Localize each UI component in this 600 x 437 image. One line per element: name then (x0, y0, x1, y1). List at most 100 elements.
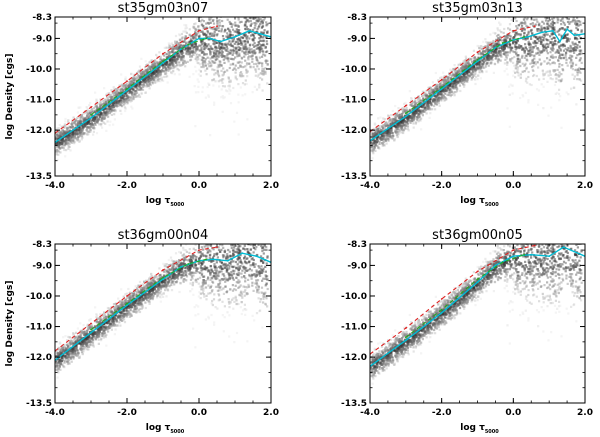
density-cell (531, 50, 534, 53)
density-cell (261, 36, 265, 39)
density-cell (236, 31, 239, 34)
density-cell (261, 31, 264, 34)
density-cell (546, 39, 549, 42)
density-cell (504, 51, 507, 54)
density-cell (266, 50, 269, 53)
density-cell (387, 138, 390, 142)
density-cell (393, 139, 396, 142)
density-cell (244, 44, 247, 47)
density-cell (262, 10, 264, 12)
plot-frame (54, 16, 272, 177)
density-cell (232, 51, 235, 55)
density-cell (195, 33, 198, 36)
density-cell (136, 87, 139, 90)
density-cell (475, 61, 478, 65)
density-cell (510, 48, 513, 52)
density-cell (218, 45, 221, 48)
density-cell (262, 43, 265, 46)
data-point-green-dashed (126, 88, 128, 90)
density-cell (237, 25, 240, 28)
density-cell (93, 127, 96, 130)
density-cell (551, 0, 553, 2)
density-cell (55, 143, 58, 146)
density-cell (234, 77, 237, 80)
density-cell (200, 24, 203, 27)
density-cell (194, 91, 198, 94)
density-cell (423, 110, 426, 113)
density-cell (265, 61, 268, 64)
density-cell (492, 39, 495, 43)
density-cell (574, 45, 577, 48)
density-cell (234, 10, 236, 12)
density-cell (167, 67, 170, 70)
density-cell (76, 137, 79, 141)
density-cell (553, 26, 556, 29)
density-cell (123, 103, 126, 106)
density-cell (542, 77, 545, 80)
density-cell (163, 54, 166, 57)
density-cell (221, 74, 224, 77)
density-cell (129, 79, 132, 82)
density-cell (93, 123, 96, 126)
density-cell (523, 37, 526, 40)
density-cell (113, 106, 116, 109)
density-cell (511, 50, 514, 53)
density-cell (480, 47, 483, 50)
density-cell (181, 55, 184, 59)
density-cell (505, 39, 508, 43)
density-cell (180, 58, 183, 61)
density-cell (409, 103, 412, 107)
density-cell (99, 98, 102, 101)
density-cell (175, 57, 178, 60)
density-cell (420, 102, 423, 105)
density-cell (76, 122, 79, 125)
density-cell (180, 46, 183, 49)
density-cell (80, 138, 83, 141)
density-cell (518, 58, 522, 61)
density-cell (556, 21, 559, 24)
density-cell (144, 71, 147, 74)
density-cell (503, 51, 506, 54)
density-cell (170, 61, 173, 64)
data-point-red-dashed (126, 80, 128, 83)
density-cell (113, 118, 116, 121)
density-cell (245, 82, 248, 86)
series-line-cyan-solid (55, 30, 271, 143)
density-cell (226, 36, 229, 39)
density-cell (401, 108, 404, 111)
density-cell (220, 49, 224, 52)
density-cell (83, 117, 86, 120)
density-cell (138, 65, 142, 68)
density-cell (394, 129, 397, 132)
density-cell (432, 99, 435, 102)
density-cell (217, 53, 220, 56)
density-cell (67, 120, 70, 123)
density-cell (221, 110, 224, 113)
density-cell (257, 33, 260, 36)
density-cell (185, 26, 188, 29)
density-cell (567, 14, 569, 16)
density-cell (558, 45, 561, 48)
density-cell (530, 18, 533, 21)
density-cell (553, 17, 556, 20)
density-cell (146, 81, 149, 84)
density-cell (197, 62, 200, 65)
density-cell (186, 45, 189, 49)
density-cell (266, 59, 269, 62)
density-cell (131, 95, 134, 98)
x-tick-label: 0.0 (191, 181, 207, 191)
density-cell (250, 9, 252, 11)
density-cell (226, 69, 229, 72)
density-cell (490, 62, 493, 65)
density-cell (226, 53, 229, 56)
density-cell (462, 64, 465, 67)
density-cell (149, 60, 152, 63)
density-cell (249, 1, 251, 3)
density-cell (576, 46, 579, 49)
density-cell (172, 70, 175, 73)
density-cell (258, 10, 260, 12)
density-cell (257, 67, 260, 71)
density-cell (468, 62, 471, 65)
density-cell (213, 34, 216, 38)
density-cell (59, 151, 62, 154)
